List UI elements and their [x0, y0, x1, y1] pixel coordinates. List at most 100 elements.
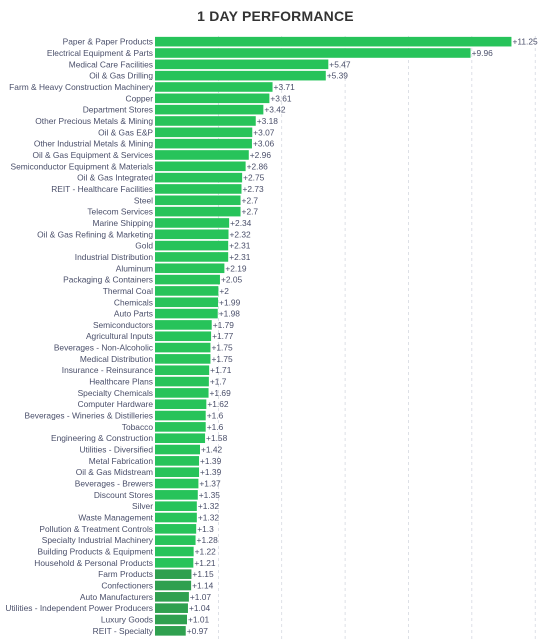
category-label: Copper — [126, 93, 154, 103]
bar[interactable] — [155, 36, 512, 47]
bar[interactable] — [155, 252, 229, 262]
bar[interactable] — [155, 195, 241, 206]
value-label: +1.22 — [195, 547, 217, 557]
value-label: +9.96 — [472, 48, 494, 58]
value-label: +1.77 — [212, 331, 234, 341]
bar[interactable] — [155, 70, 326, 81]
bar[interactable] — [155, 456, 200, 466]
value-label: +3.06 — [253, 139, 275, 149]
bar[interactable] — [155, 365, 210, 376]
category-label: Discount Stores — [94, 490, 153, 500]
value-label: +1.39 — [200, 456, 222, 466]
bar[interactable] — [155, 240, 229, 251]
value-label: +1.98 — [219, 309, 241, 319]
bar[interactable] — [155, 93, 270, 104]
bar[interactable] — [155, 569, 192, 579]
bar[interactable] — [155, 592, 189, 602]
category-label: Auto Parts — [114, 309, 153, 319]
value-label: +1.62 — [207, 399, 229, 409]
category-label: Metal Fabrication — [89, 456, 154, 466]
bar[interactable] — [155, 444, 200, 455]
value-label: +1.07 — [190, 592, 212, 602]
bar[interactable] — [155, 410, 206, 421]
bar[interactable] — [155, 331, 212, 342]
category-label: Utilities - Diversified — [79, 445, 153, 455]
value-label: +1.32 — [198, 513, 220, 523]
category-label: Healthcare Plans — [89, 377, 153, 387]
category-label: Silver — [132, 501, 153, 511]
value-label: +1.39 — [200, 467, 222, 477]
value-label: +1.37 — [199, 479, 221, 489]
value-label: +1.99 — [219, 297, 241, 307]
bar[interactable] — [155, 614, 188, 625]
category-label: Pollution & Treatment Controls — [39, 524, 153, 534]
bar[interactable] — [155, 535, 196, 545]
category-label: Other Industrial Metals & Mining — [34, 139, 154, 149]
bar[interactable] — [155, 320, 212, 330]
bar[interactable] — [155, 297, 219, 308]
bar[interactable] — [155, 218, 230, 228]
bar[interactable] — [155, 104, 264, 115]
value-label: +1.79 — [213, 320, 235, 330]
bar[interactable] — [155, 501, 197, 511]
category-label: REIT - Specialty — [93, 626, 154, 636]
value-label: +1.32 — [198, 501, 220, 511]
bar[interactable] — [155, 286, 219, 296]
bar[interactable] — [155, 626, 186, 636]
bar[interactable] — [155, 206, 241, 217]
value-label: +1.75 — [211, 343, 233, 353]
value-label: +1.15 — [192, 569, 214, 579]
bar[interactable] — [155, 478, 199, 489]
category-label: Specialty Industrial Machinery — [42, 535, 154, 545]
bar[interactable] — [155, 524, 197, 534]
value-label: +1.21 — [194, 558, 216, 568]
bar[interactable] — [155, 82, 273, 92]
category-label: Industrial Distribution — [75, 252, 154, 262]
bar[interactable] — [155, 308, 218, 319]
category-label: Waste Management — [78, 513, 153, 523]
category-label: Oil & Gas Midstream — [76, 467, 153, 477]
category-label: Beverages - Non-Alcoholic — [54, 343, 153, 353]
bar[interactable] — [155, 512, 197, 523]
bar[interactable] — [155, 59, 329, 70]
bar[interactable] — [155, 490, 198, 500]
bar[interactable] — [155, 127, 253, 138]
bar[interactable] — [155, 138, 252, 149]
category-label: Utilities - Independent Power Producers — [5, 603, 153, 613]
bar[interactable] — [155, 184, 242, 194]
bar[interactable] — [155, 342, 211, 353]
bar[interactable] — [155, 580, 192, 591]
bar[interactable] — [155, 376, 209, 387]
bar[interactable] — [155, 558, 194, 568]
value-label: +3.61 — [270, 93, 292, 103]
bar[interactable] — [155, 161, 246, 172]
category-label: Electrical Equipment & Parts — [47, 48, 153, 58]
bar[interactable] — [155, 116, 256, 126]
value-label: +1.42 — [201, 445, 223, 455]
category-label: Oil & Gas E&P — [98, 127, 153, 137]
bar[interactable] — [155, 354, 211, 364]
bar[interactable] — [155, 546, 194, 557]
bar[interactable] — [155, 229, 229, 240]
value-label: +2.32 — [230, 229, 252, 239]
value-label: +1.3 — [197, 524, 214, 534]
bar[interactable] — [155, 150, 249, 160]
bar[interactable] — [155, 48, 471, 58]
bar[interactable] — [155, 603, 188, 613]
value-label: +2.7 — [242, 195, 259, 205]
category-label: Medical Distribution — [80, 354, 153, 364]
bar[interactable] — [155, 399, 207, 410]
category-label: Gold — [135, 241, 153, 251]
value-label: +1.01 — [188, 614, 210, 624]
bar[interactable] — [155, 388, 209, 398]
value-label: +1.14 — [192, 581, 214, 591]
bar[interactable] — [155, 263, 225, 274]
bar[interactable] — [155, 433, 206, 444]
bar[interactable] — [155, 467, 200, 478]
value-label: +2.31 — [229, 241, 251, 251]
bar[interactable] — [155, 274, 220, 285]
bar[interactable] — [155, 422, 206, 432]
category-label: Engineering & Construction — [51, 433, 153, 443]
category-label: Confectioners — [101, 581, 153, 591]
bar[interactable] — [155, 172, 243, 183]
